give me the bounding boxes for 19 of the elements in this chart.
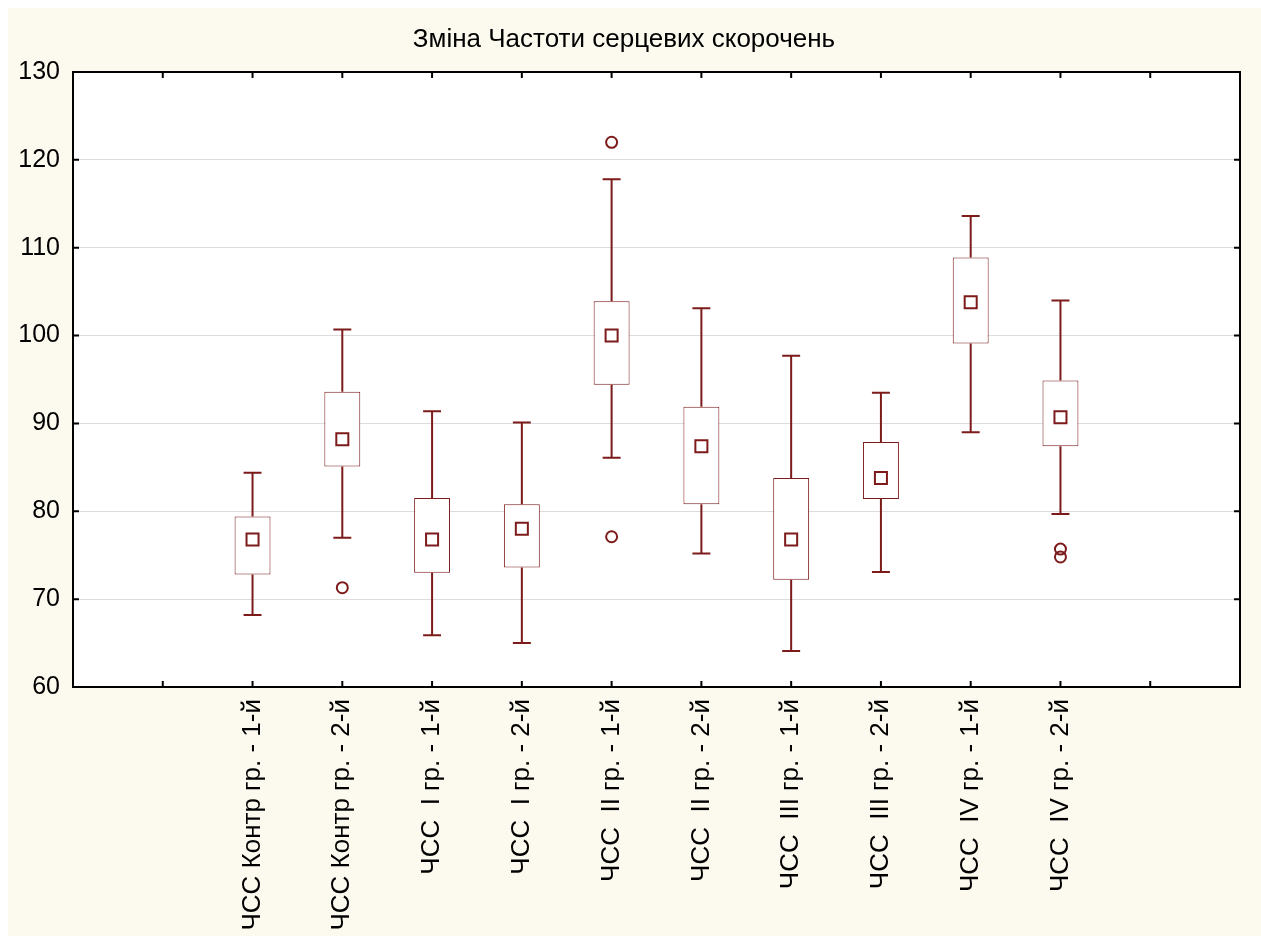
x-tick-label: ЧСС I гр. - 2-й — [505, 699, 536, 875]
x-tick-label: ЧСС II гр. - 1-й — [594, 699, 625, 882]
y-tick-label: 60 — [32, 670, 60, 699]
y-tick-label: 110 — [20, 231, 60, 260]
x-tick-label: ЧСС IV гр. - 1-й — [953, 699, 984, 893]
y-tick-label: 80 — [32, 495, 60, 524]
x-tick-label: ЧСС Контр гр. - 2-й — [325, 699, 356, 931]
y-tick-label: 70 — [32, 583, 60, 612]
x-tick-label: ЧСС III гр. - 2-й — [864, 699, 895, 890]
x-tick-label: ЧСС IV гр. - 2-й — [1043, 699, 1074, 893]
y-tick-label: 90 — [32, 407, 60, 436]
x-tick-label: ЧСС II гр. - 2-й — [684, 699, 715, 882]
x-tick-label: ЧСС III гр. - 1-й — [774, 699, 805, 890]
y-tick-label: 100 — [18, 319, 60, 348]
x-tick-label: ЧСС Контр гр. - 1-й — [235, 699, 266, 931]
y-tick-label: 120 — [18, 143, 60, 172]
chart-title: Зміна Частоти серцевих скорочень — [412, 22, 836, 53]
x-tick-label: ЧСС I гр. - 1-й — [415, 699, 446, 875]
y-tick-label: 130 — [18, 55, 60, 84]
